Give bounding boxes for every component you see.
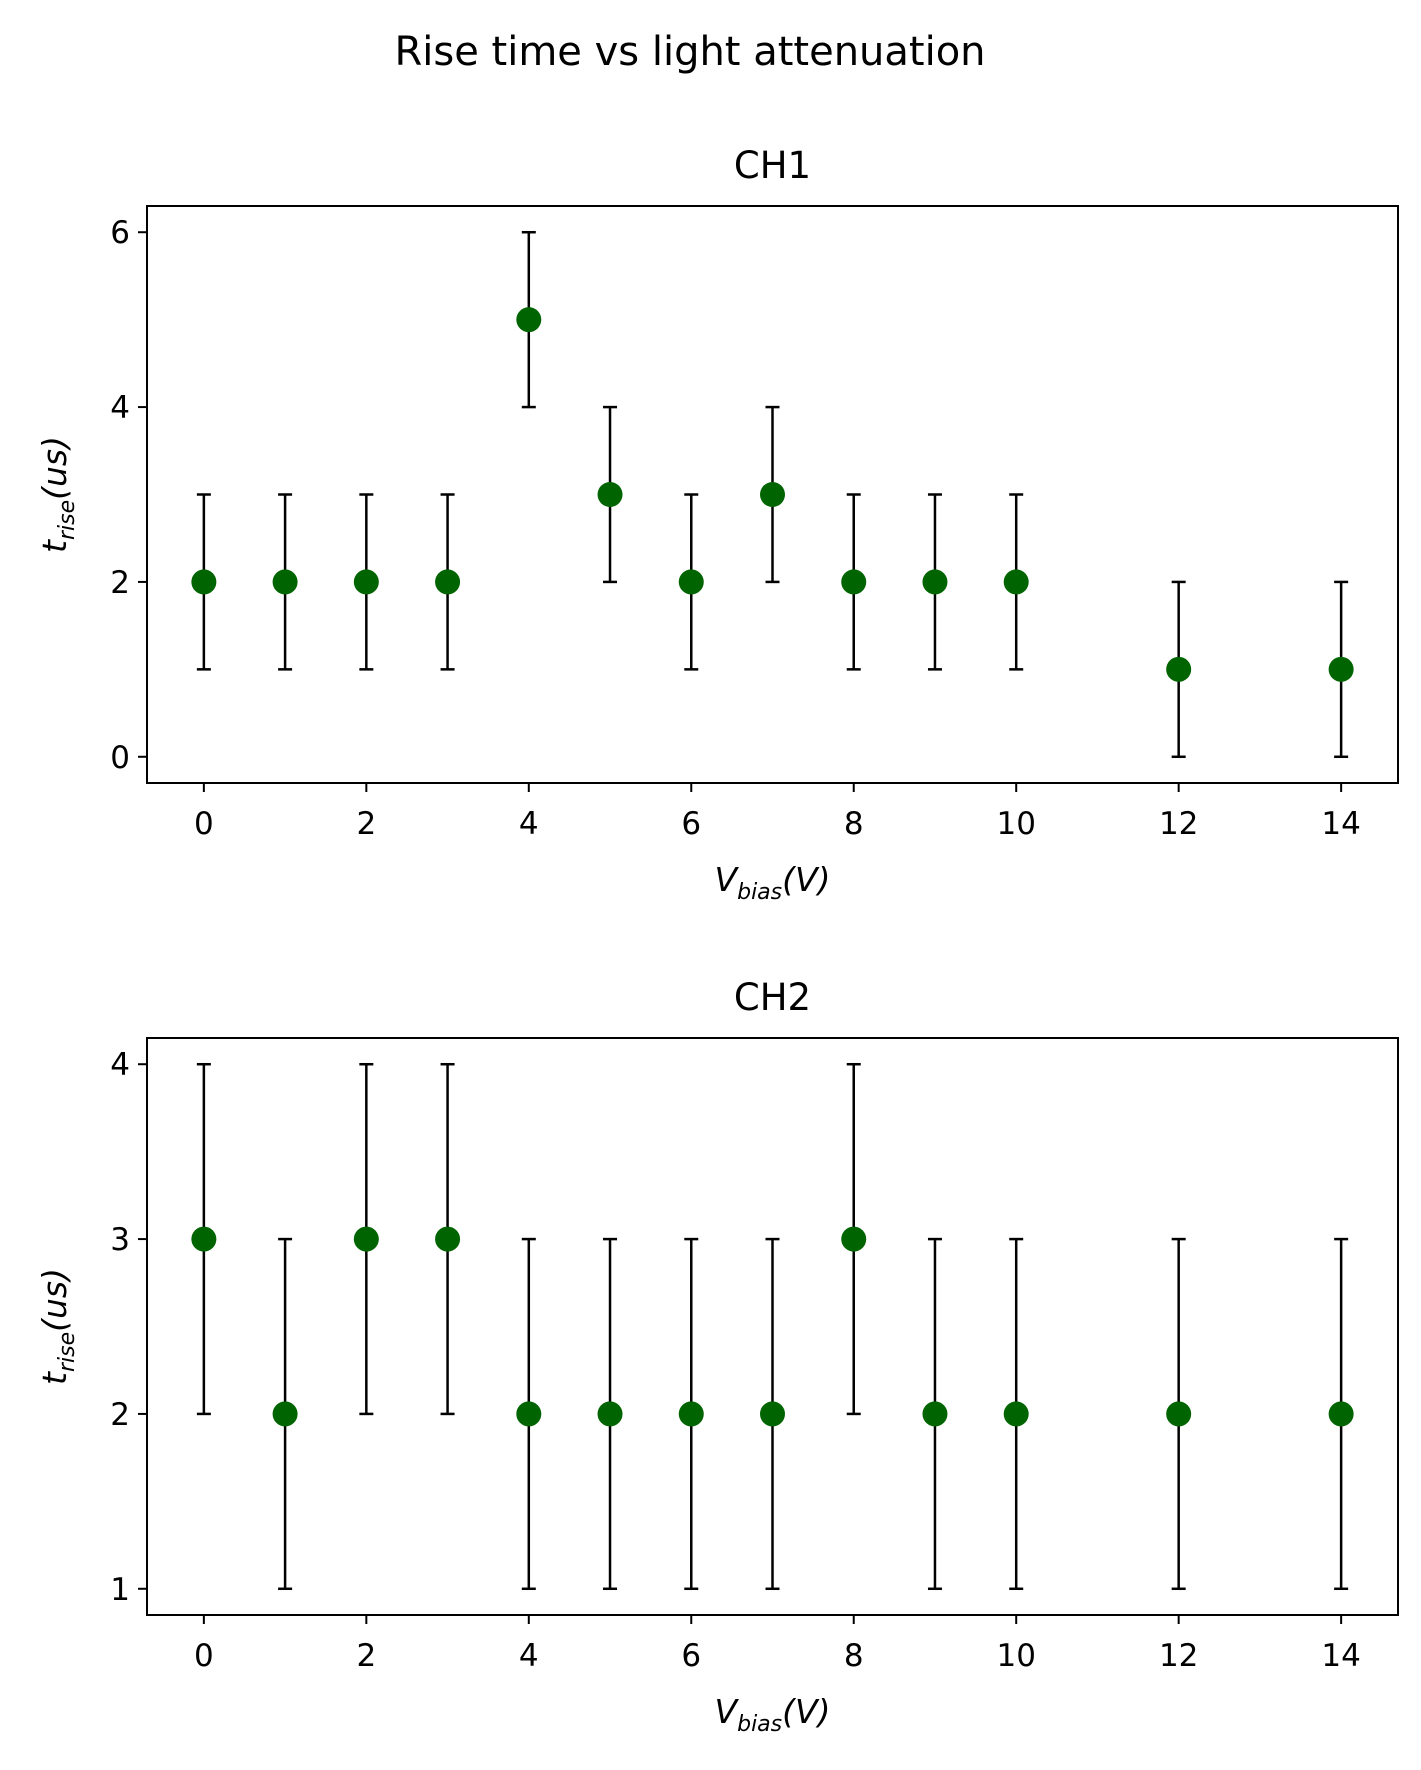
x-axis-label: Vbias(V) — [715, 860, 831, 905]
data-point — [1166, 656, 1192, 682]
x-tick-label: 14 — [1321, 1638, 1360, 1674]
data-point — [435, 569, 461, 595]
x-tick-label: 2 — [356, 1638, 376, 1674]
x-tick-label: 12 — [1159, 806, 1198, 842]
y-tick-label: 0 — [110, 740, 130, 776]
subplot-title: CH1 — [734, 144, 811, 187]
y-tick-label: 3 — [110, 1222, 130, 1258]
data-point — [353, 569, 379, 595]
y-axis-label-subscript: rise — [55, 1332, 80, 1372]
x-tick-label: 10 — [996, 806, 1035, 842]
data-point — [516, 1401, 542, 1427]
x-tick-label: 8 — [844, 806, 864, 842]
x-axis-label-unit: (V) — [782, 860, 830, 899]
y-axis-label-base: t — [35, 1371, 74, 1385]
data-point — [922, 569, 948, 595]
data-point — [191, 569, 217, 595]
data-point — [1003, 569, 1029, 595]
y-tick-label: 2 — [110, 1397, 130, 1433]
x-tick-label: 2 — [356, 806, 376, 842]
data-point — [1003, 1401, 1029, 1427]
data-point — [1166, 1401, 1192, 1427]
x-axis-label-subscript: bias — [737, 880, 782, 905]
data-point — [841, 569, 867, 595]
data-point — [678, 1401, 704, 1427]
x-axis-label-base: V — [715, 860, 740, 899]
data-point — [922, 1401, 948, 1427]
figure-suptitle: Rise time vs light attenuation — [394, 29, 985, 75]
data-point — [841, 1226, 867, 1252]
data-point — [191, 1226, 217, 1252]
y-axis-label: trise(us) — [35, 436, 80, 553]
y-axis-label-subscript: rise — [55, 500, 80, 540]
x-tick-label: 12 — [1159, 1638, 1198, 1674]
x-tick-label: 6 — [681, 1638, 701, 1674]
data-point — [272, 569, 298, 595]
axes-frame — [146, 205, 1399, 784]
y-tick-label: 4 — [110, 1047, 130, 1083]
y-axis-label-unit: (us) — [35, 436, 74, 500]
data-point — [1328, 1401, 1354, 1427]
y-axis-label-unit: (us) — [35, 1268, 74, 1332]
x-axis-label-subscript: bias — [737, 1712, 782, 1737]
x-tick-label: 10 — [996, 1638, 1035, 1674]
x-axis-label-base: V — [715, 1692, 740, 1731]
data-point — [435, 1226, 461, 1252]
axes-frame — [146, 1037, 1399, 1616]
x-tick-label: 4 — [519, 1638, 539, 1674]
data-point — [353, 1226, 379, 1252]
data-point — [678, 569, 704, 595]
x-tick-label: 0 — [194, 806, 214, 842]
data-point — [1328, 656, 1354, 682]
subplot-title: CH2 — [734, 976, 811, 1019]
data-point — [597, 1401, 623, 1427]
data-point — [516, 307, 542, 333]
x-tick-label: 14 — [1321, 806, 1360, 842]
data-point — [760, 1401, 785, 1427]
y-axis-label: trise(us) — [35, 1268, 80, 1385]
data-point — [272, 1401, 298, 1427]
y-axis-label-base: t — [35, 539, 74, 553]
data-point — [597, 482, 623, 507]
y-tick-label: 4 — [110, 390, 130, 426]
x-tick-label: 8 — [844, 1638, 864, 1674]
data-point — [760, 482, 785, 507]
x-tick-label: 4 — [519, 806, 539, 842]
y-tick-label: 6 — [110, 215, 130, 251]
x-tick-label: 6 — [681, 806, 701, 842]
y-tick-label: 2 — [110, 565, 130, 601]
x-tick-label: 0 — [194, 1638, 214, 1674]
x-axis-label-unit: (V) — [782, 1692, 830, 1731]
x-axis-label: Vbias(V) — [715, 1692, 831, 1737]
y-tick-label: 1 — [110, 1572, 130, 1608]
